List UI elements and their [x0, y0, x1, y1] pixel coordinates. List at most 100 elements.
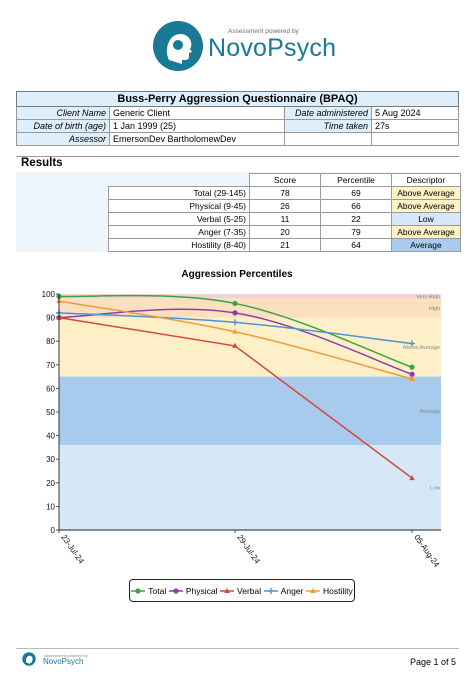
data-point	[232, 319, 238, 326]
subscale-percentile: 64	[320, 238, 392, 252]
legend-item: Physical	[168, 585, 218, 596]
subscale-score: 11	[249, 212, 321, 226]
results-header-row: Score Percentile Descriptor	[109, 173, 461, 187]
legend-swatch-icon	[220, 587, 235, 593]
assessor-value: EmersonDev BartholomewDev	[109, 132, 285, 146]
band-label: Above Average	[403, 345, 440, 351]
results-header-spacer	[109, 174, 250, 187]
y-tick-label: 80	[46, 337, 55, 346]
subscale-descriptor: Above Average	[391, 225, 461, 239]
data-point	[267, 587, 274, 594]
legend-label: Physical	[185, 585, 218, 596]
data-point	[232, 300, 238, 307]
percentile-header: Percentile	[320, 173, 392, 187]
subscale-descriptor: Above Average	[391, 186, 461, 200]
y-tick-label: 30	[46, 455, 55, 464]
subscale-descriptor: Low	[391, 212, 461, 226]
chart-axes	[58, 294, 441, 531]
empty-cell	[284, 132, 372, 146]
brand-name: NovoPsych	[208, 34, 337, 62]
series-lines	[56, 293, 415, 481]
chart-title: Aggression Percentiles	[181, 269, 293, 280]
legend-label: Anger	[280, 585, 304, 596]
data-point	[409, 364, 415, 370]
dob-label: Date of birth (age)	[16, 119, 110, 133]
date-administered-label: Date administered	[284, 106, 372, 120]
subscale-name: Physical (9-45)	[108, 199, 250, 213]
subscale-name: Total (29-145)	[108, 186, 250, 200]
results-table: Score Percentile Descriptor Total (29-14…	[108, 173, 461, 252]
band-label: Low	[430, 486, 440, 492]
footer-divider	[16, 648, 459, 649]
legend-swatch-icon	[305, 587, 320, 593]
subscale-name: Hostility (8-40)	[108, 238, 250, 252]
dob-value: 1 Jan 1999 (25)	[109, 119, 285, 133]
client-info-table: Buss-Perry Aggression Questionnaire (BPA…	[16, 91, 459, 146]
y-tick-label: 50	[46, 408, 55, 417]
legend-swatch-icon	[131, 587, 146, 594]
legend-label: Total	[148, 585, 167, 596]
y-tick-label: 70	[46, 361, 55, 370]
x-tick-label: 29-Jul-24	[235, 533, 262, 566]
novopsych-logo-icon	[153, 21, 203, 71]
results-body: Total (29-145) 78 69 Above Average Physical …	[108, 186, 461, 252]
results-row: Hostility (8-40) 21 64 Average	[108, 238, 461, 252]
data-point	[409, 340, 415, 347]
y-axis-ticks: 0 10 20 30 40 50 60 70 80 90 100	[42, 290, 59, 535]
subscale-score: 78	[249, 186, 321, 200]
subscale-name: Anger (7-35)	[108, 225, 250, 239]
descriptor-band	[59, 445, 441, 530]
subscale-descriptor: Average	[391, 238, 461, 252]
data-point	[409, 475, 415, 481]
time-taken-value: 27s	[371, 119, 459, 133]
subscale-score: 26	[249, 199, 321, 213]
results-row: Total (29-145) 78 69 Above Average	[108, 186, 461, 200]
data-point	[224, 587, 230, 593]
y-tick-label: 100	[42, 290, 56, 299]
powered-by-text: Assessment powered by	[228, 28, 299, 35]
band-label: Average	[420, 409, 440, 415]
time-taken-label: Time taken	[284, 119, 372, 133]
questionnaire-title: Buss-Perry Aggression Questionnaire (BPA…	[16, 91, 459, 107]
results-row: Verbal (5-25) 11 22 Low	[108, 212, 461, 226]
legend-label: Verbal	[237, 585, 262, 596]
data-point	[232, 310, 238, 316]
subscale-name: Verbal (5-25)	[108, 212, 250, 226]
legend-label: Hostility	[322, 585, 353, 596]
client-name-value: Generic Client	[109, 106, 285, 120]
subscale-score: 20	[249, 225, 321, 239]
descriptor-bands: Very High High Above Average Average Low	[59, 294, 441, 530]
results-row: Anger (7-35) 20 79 Above Average	[108, 225, 461, 239]
y-tick-label: 10	[46, 502, 55, 511]
y-tick-label: 60	[46, 384, 55, 393]
subscale-percentile: 79	[320, 225, 392, 239]
y-tick-label: 90	[46, 314, 55, 323]
y-tick-label: 40	[46, 432, 55, 441]
data-point	[173, 587, 179, 594]
subscale-descriptor: Above Average	[391, 199, 461, 213]
subscale-score: 21	[249, 238, 321, 252]
legend-item: Total	[131, 586, 166, 596]
legend-item: Verbal	[220, 586, 261, 596]
results-divider	[16, 156, 459, 174]
x-tick-label: 05-Aug-24	[412, 533, 441, 569]
data-point	[409, 371, 415, 377]
legend-swatch-icon	[263, 587, 278, 594]
data-point	[310, 587, 316, 593]
y-tick-label: 0	[51, 526, 56, 535]
results-row: Physical (9-45) 26 66 Above Average	[108, 199, 461, 213]
assessor-label: Assessor	[16, 132, 110, 146]
descriptor-header: Descriptor	[391, 173, 461, 187]
legend-item: Hostility	[305, 585, 353, 596]
legend-swatch-icon	[168, 587, 183, 594]
band-label: High	[429, 306, 440, 312]
percentile-line-chart: Very High High Above Average Average Low 0 10…	[42, 290, 442, 569]
band-label: Very High	[416, 294, 440, 300]
data-point	[409, 375, 415, 381]
data-point	[232, 328, 238, 334]
date-administered-value: 5 Aug 2024	[371, 106, 459, 120]
brand-header: Assessment powered by NovoPsych	[0, 0, 474, 85]
descriptor-band	[59, 298, 441, 318]
descriptor-band	[59, 376, 441, 446]
chart-legend: Total Physical Verbal Anger Hostility	[129, 579, 355, 602]
